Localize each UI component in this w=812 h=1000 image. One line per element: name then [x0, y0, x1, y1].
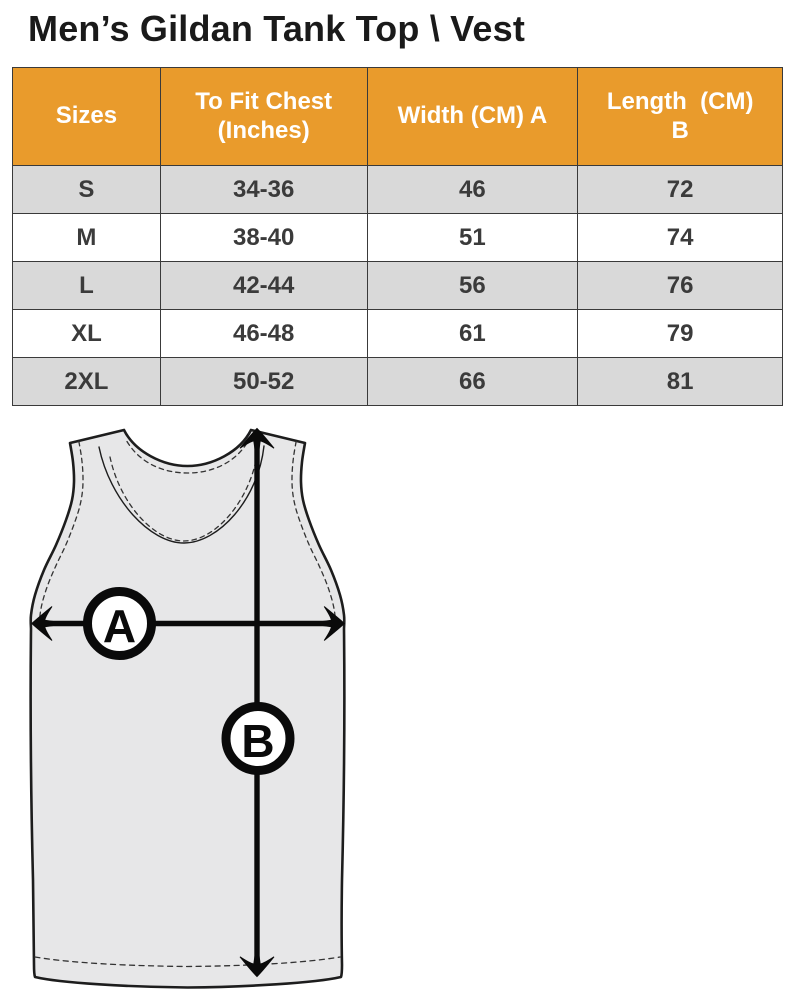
svg-text:A: A [103, 600, 136, 652]
svg-text:B: B [241, 715, 274, 767]
